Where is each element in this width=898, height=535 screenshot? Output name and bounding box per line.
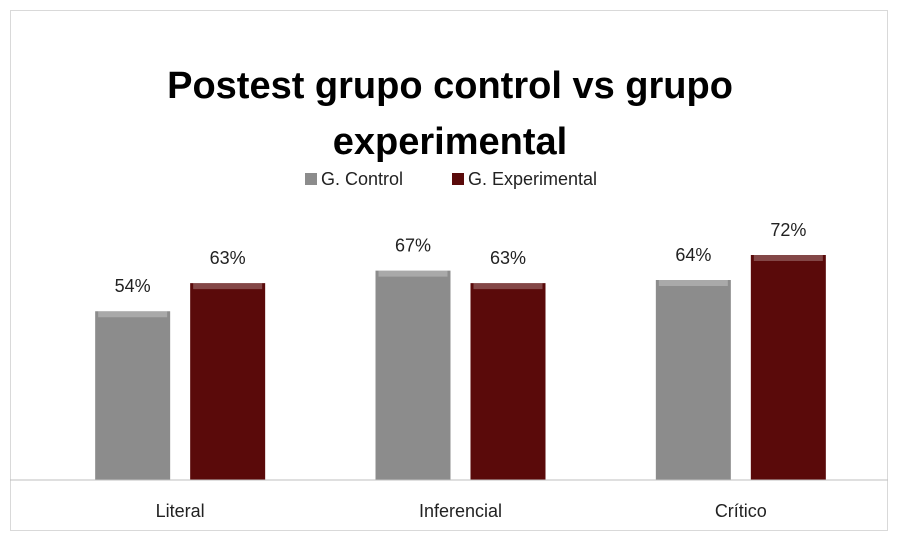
bar-bevel	[193, 283, 263, 290]
legend-label: G. Experimental	[468, 169, 597, 189]
data-label: 63%	[490, 248, 526, 268]
bar-bevel	[98, 311, 168, 318]
chart-frame	[10, 10, 888, 531]
bar-bevel	[753, 255, 823, 261]
bar-bevel	[378, 270, 448, 277]
x-tick-label: Inferencial	[419, 501, 502, 521]
chart-title: Postest grupo control vs grupo experimen…	[167, 65, 733, 163]
data-label: 54%	[115, 276, 151, 296]
bar	[190, 283, 266, 480]
data-label: 64%	[675, 245, 711, 265]
data-label: 67%	[395, 235, 431, 255]
legend-label: G. Control	[321, 169, 403, 189]
x-tick-label: Crítico	[715, 501, 767, 521]
bar	[470, 283, 546, 480]
data-label: 72%	[770, 220, 806, 240]
bar-bevel	[658, 280, 728, 286]
x-tick-label: Literal	[156, 501, 205, 521]
data-label: 63%	[210, 248, 246, 268]
legend-swatch	[452, 173, 464, 185]
bar	[655, 280, 731, 480]
bar	[750, 255, 826, 480]
bar	[95, 311, 171, 480]
legend-swatch	[305, 173, 317, 185]
bar-bevel	[473, 283, 543, 290]
bar	[375, 270, 451, 480]
